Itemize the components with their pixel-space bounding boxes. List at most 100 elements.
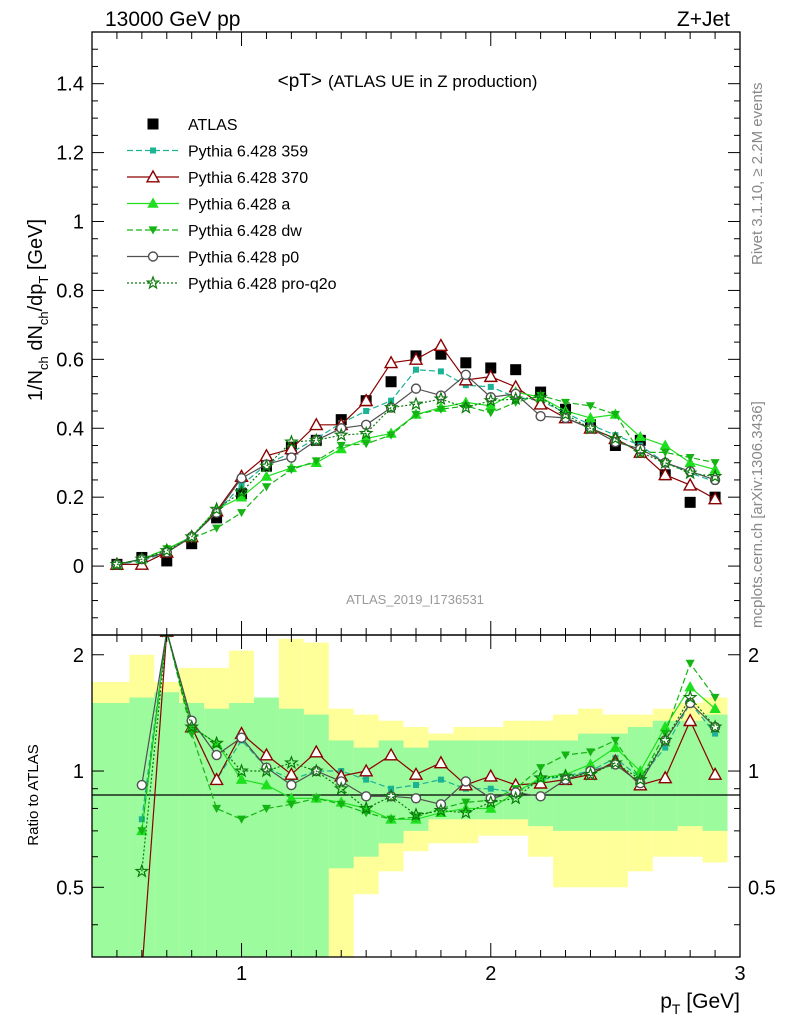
data-point: [485, 362, 497, 374]
ratio-point: [561, 751, 571, 760]
ratio-point: [433, 755, 449, 769]
ratio-line: [141, 635, 716, 872]
ratio-point: [237, 815, 247, 824]
data-point: [657, 454, 673, 470]
y-axis-label-ratio: Ratio to ATLAS: [25, 744, 42, 845]
data-point: [583, 420, 598, 435]
y-tick-label: 0.8: [56, 280, 84, 302]
data-point: [610, 410, 620, 419]
data-point: [558, 406, 573, 421]
data-point: [561, 398, 571, 407]
ratio-point: [311, 794, 321, 803]
ratio-point: [235, 773, 248, 784]
data-point: [333, 427, 349, 442]
title-main: <pT>: [278, 71, 322, 92]
ratio-point: [632, 771, 648, 786]
series-0: [111, 348, 721, 570]
x-tick-label: 3: [734, 963, 745, 985]
ratio-point: [533, 770, 548, 785]
y-tick-label: 1.4: [56, 74, 84, 96]
data-point: [212, 524, 222, 533]
analysis-label: ATLAS_2019_I1736531: [346, 592, 484, 607]
uncertainty-band-inner: [278, 708, 304, 957]
legend-marker: [145, 169, 161, 183]
y-tick-label: 0.4: [56, 418, 84, 440]
ratio-point: [609, 741, 622, 752]
ratio-y-tick-label: 2: [73, 645, 84, 667]
data-point: [408, 396, 424, 411]
ratio-point: [710, 693, 720, 703]
data-point: [483, 369, 498, 383]
data-point: [533, 389, 548, 404]
data-point: [184, 529, 200, 544]
ratio-y-tick-label: 0.5: [56, 877, 84, 899]
data-point: [533, 396, 548, 410]
x-axis-label: pT [GeV]: [660, 990, 740, 1017]
ratio-point: [284, 755, 299, 770]
ratio-point: [260, 779, 273, 790]
data-point: [684, 496, 696, 508]
data-point: [437, 368, 444, 375]
legend-marker: [147, 197, 159, 208]
series-line: [116, 396, 716, 565]
legend-entry: Pythia 6.428 dw: [127, 223, 302, 240]
legend-label: Pythia 6.428 pro-q2o: [188, 276, 337, 293]
data-point: [485, 392, 496, 403]
series-5: [111, 369, 721, 570]
data-point: [261, 483, 271, 492]
series-line: [116, 344, 716, 566]
data-point: [159, 542, 175, 557]
data-point: [460, 369, 472, 381]
data-point: [284, 434, 299, 449]
data-point: [535, 410, 546, 422]
ratio-point: [685, 659, 695, 668]
data-point: [134, 551, 150, 566]
data-point: [234, 484, 249, 499]
data-point: [260, 470, 273, 481]
legend-marker: [148, 226, 158, 235]
legend-entry: Pythia 6.428 370: [127, 169, 308, 187]
ratio-point: [508, 790, 524, 805]
data-point: [682, 465, 698, 480]
data-point: [435, 390, 447, 401]
data-point: [308, 432, 324, 447]
ratio-point: [487, 785, 494, 792]
ratio-point: [137, 827, 147, 836]
ratio-point: [138, 816, 145, 823]
data-point: [311, 457, 321, 466]
data-point: [486, 409, 496, 418]
data-point: [707, 491, 723, 505]
rivet-label: Rivet 3.1.10, ≥ 2.2M events: [749, 83, 766, 266]
plot-title: <pT> (ATLAS UE in Z production): [278, 71, 538, 92]
ratio-point: [363, 776, 370, 783]
ratio-point: [684, 681, 696, 692]
data-point: [461, 402, 471, 411]
ratio-point: [410, 793, 422, 804]
ratio-point: [485, 802, 497, 813]
ratio-point: [386, 815, 396, 824]
y-tick-label: 0.6: [56, 349, 84, 371]
data-point: [413, 366, 419, 373]
legend-marker: [145, 275, 161, 290]
ratio-point: [461, 798, 471, 807]
ratio-point: [259, 763, 274, 778]
ratio-point: [437, 776, 444, 783]
ratio-point: [209, 772, 224, 786]
data-point: [336, 441, 346, 450]
legend-label: Pythia 6.428 a: [188, 197, 290, 214]
svg-text:1/Nch dNch/dpT [GeV]: 1/Nch dNch/dpT [GeV]: [25, 219, 51, 401]
data-point: [385, 376, 397, 388]
legend-label: Pythia 6.428 dw: [188, 223, 302, 240]
data-point: [361, 440, 371, 449]
uncertainty-band-inner: [154, 692, 180, 957]
ratio-point: [707, 719, 723, 734]
ratio-point: [308, 763, 324, 778]
data-point: [435, 348, 447, 360]
data-point: [109, 556, 125, 571]
energy-label: 13000 GeV pp: [105, 8, 240, 31]
ratio-point: [536, 764, 546, 773]
data-point: [237, 509, 247, 518]
ratio-point: [284, 766, 299, 780]
ratio-point: [136, 779, 148, 791]
data-point: [411, 410, 421, 419]
